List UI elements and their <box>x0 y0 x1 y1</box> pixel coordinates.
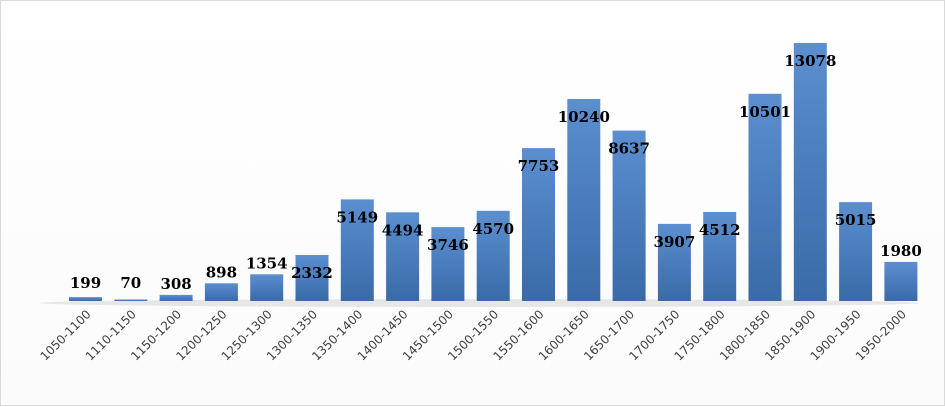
bar-1950-2000 <box>884 261 918 301</box>
data-label-1050-1100: 199 <box>70 274 101 292</box>
data-label-1900-1950: 5015 <box>835 211 877 229</box>
data-label-1300-1350: 2332 <box>291 264 333 282</box>
bar-1200-1250 <box>204 283 238 301</box>
bar-1450-1500 <box>431 227 465 301</box>
bar-1250-1300 <box>250 274 284 301</box>
data-label-1750-1800: 4512 <box>699 221 741 239</box>
bar-1600-1650 <box>567 99 601 301</box>
data-label-1400-1450: 4494 <box>382 221 424 239</box>
data-label-1700-1750: 3907 <box>654 233 696 251</box>
data-label-1600-1650: 10240 <box>558 108 610 126</box>
bar-1500-1550 <box>476 210 510 301</box>
bar-1300-1350 <box>295 255 329 301</box>
data-label-1350-1400: 5149 <box>336 208 378 226</box>
bar-1050-1100 <box>69 297 102 301</box>
bar-1550-1600 <box>522 148 555 301</box>
bar-1700-1750 <box>657 223 691 301</box>
bar-1400-1450 <box>386 212 420 301</box>
data-label-1150-1200: 308 <box>160 275 191 293</box>
bar-1900-1950 <box>839 202 873 301</box>
data-label-1550-1600: 7753 <box>518 157 560 175</box>
data-label-1800-1850: 10501 <box>739 103 791 121</box>
bar-1850-1900 <box>793 43 827 301</box>
bar-1150-1200 <box>159 294 193 301</box>
data-label-1200-1250: 898 <box>206 263 237 281</box>
bar-1750-1800 <box>703 212 737 301</box>
data-label-1450-1500: 3746 <box>427 236 469 254</box>
bar-1650-1700 <box>612 130 646 301</box>
bar-1350-1400 <box>340 199 374 301</box>
data-label-1500-1550: 4570 <box>472 220 514 238</box>
data-label-1650-1700: 8637 <box>608 140 650 158</box>
bar-1110-1150 <box>114 299 148 301</box>
data-label-1250-1300: 1354 <box>246 254 288 272</box>
data-label-1850-1900: 13078 <box>784 52 836 70</box>
bar-1800-1850 <box>748 93 782 301</box>
data-label-1950-2000: 1980 <box>880 242 922 260</box>
data-label-1110-1150: 70 <box>120 274 141 292</box>
